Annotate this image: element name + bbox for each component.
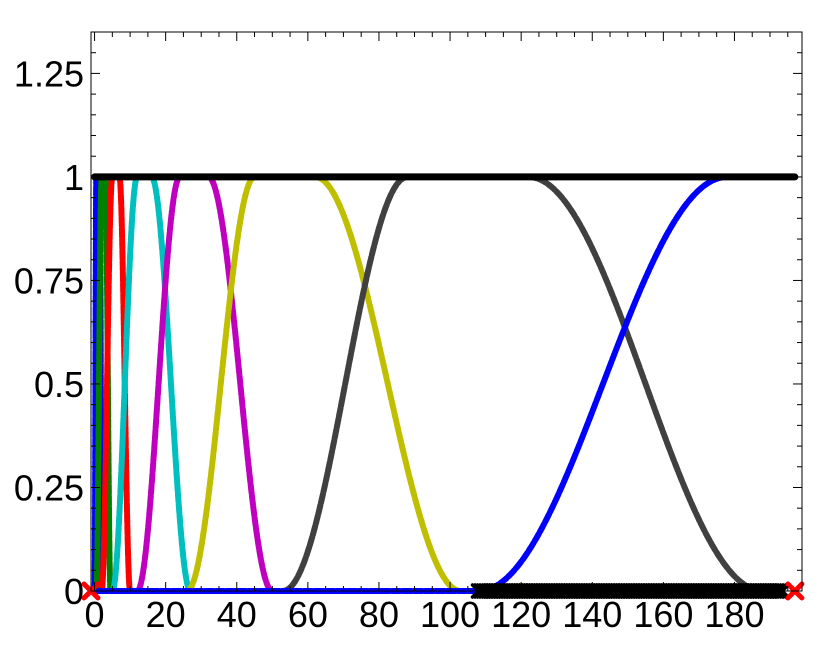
x-tick-label: 80 — [359, 594, 399, 635]
y-tick-label: 1 — [64, 157, 84, 198]
x-tick-label: 20 — [146, 594, 186, 635]
x-tick-label: 100 — [420, 594, 480, 635]
x-tick-label: 0 — [85, 594, 105, 635]
x-tick-label: 120 — [491, 594, 551, 635]
y-tick-label: 0 — [64, 571, 84, 612]
y-tick-label: 0.5 — [34, 364, 84, 405]
series-layer — [91, 173, 799, 594]
plot-frame — [90, 31, 803, 592]
y-tick-label: 0.75 — [14, 260, 84, 301]
series-line-7 — [279, 173, 766, 594]
series-line-6 — [183, 173, 464, 594]
tick-marks — [91, 31, 802, 592]
x-tick-label: 60 — [288, 594, 328, 635]
y-tick-labels: 0 0.25 0.5 0.75 1 1.25 — [14, 53, 84, 612]
series-line-8 — [91, 173, 798, 594]
x-tick-labels: 0 20 40 60 80 100 120 140 160 180 — [85, 594, 765, 635]
x-tick-label: 160 — [633, 594, 693, 635]
y-tick-label: 1.25 — [14, 53, 84, 94]
y-tick-label: 0.25 — [14, 467, 84, 508]
x-tick-label: 180 — [704, 594, 764, 635]
x-tick-label: 40 — [217, 594, 257, 635]
x-tick-label: 140 — [562, 594, 622, 635]
axes-frame — [90, 31, 803, 592]
